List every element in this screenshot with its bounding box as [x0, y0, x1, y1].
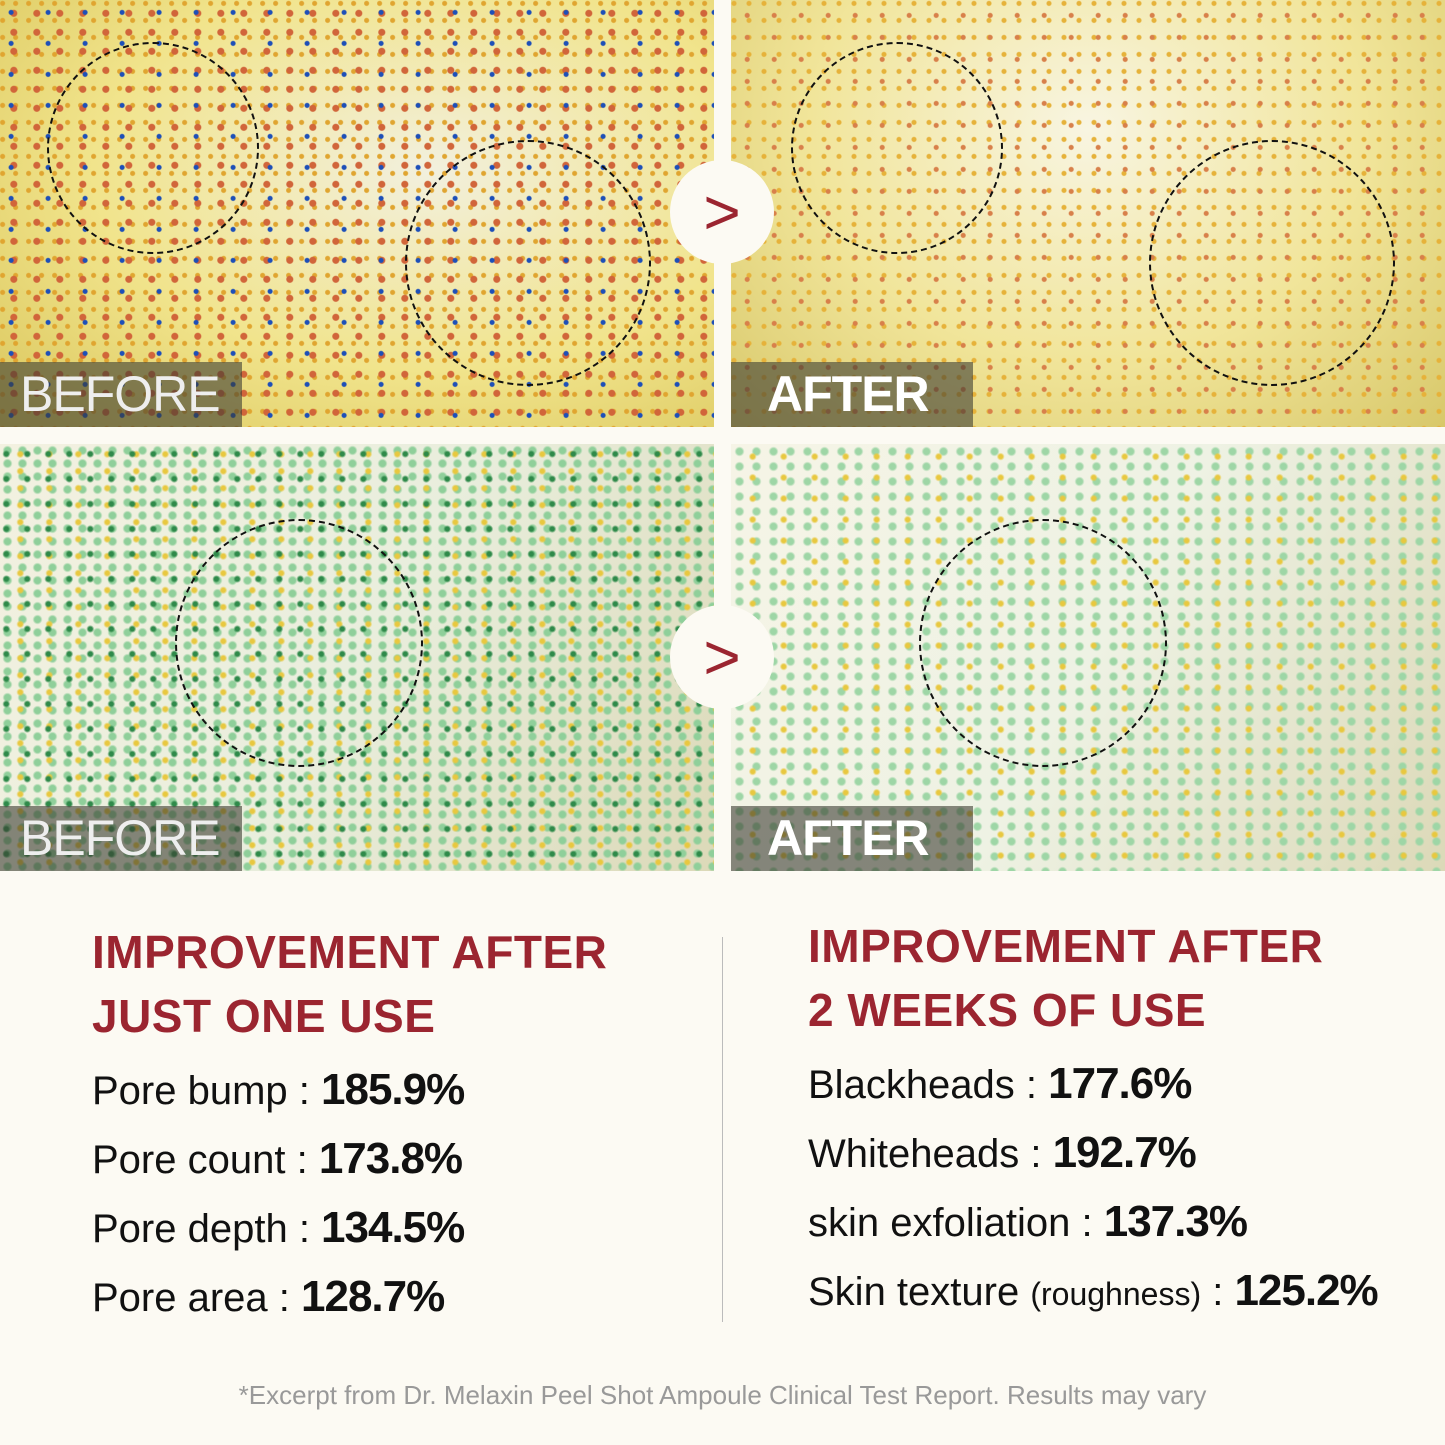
focus-circle	[919, 519, 1167, 767]
chevron-right-icon: >	[670, 160, 774, 264]
stat-label: Skin texture	[808, 1270, 1020, 1314]
focus-circle	[1149, 140, 1395, 386]
before-label: BEFORE	[0, 806, 242, 871]
stat-value: 185.9%	[321, 1065, 465, 1114]
before-image-pores: BEFORE	[0, 0, 714, 427]
stat-label: Pore area	[92, 1276, 268, 1320]
stat-row: Blackheads : 177.6%	[808, 1059, 1192, 1108]
stat-note: (roughness)	[1030, 1276, 1202, 1312]
after-label: AFTER	[731, 806, 973, 871]
stat-row: Pore count : 173.8%	[92, 1134, 463, 1183]
stat-label: Pore bump	[92, 1069, 288, 1113]
one-use-results: IMPROVEMENT AFTER JUST ONE USE Pore bump…	[92, 920, 607, 1332]
divider	[722, 937, 723, 1322]
stat-label: skin exfoliation	[808, 1201, 1071, 1245]
stat-row: Pore bump : 185.9%	[92, 1065, 465, 1114]
after-image-pores: AFTER	[731, 0, 1445, 427]
after-image-texture: AFTER	[731, 444, 1445, 871]
stat-row: Skin texture (roughness) : 125.2%	[808, 1266, 1379, 1315]
heading-line: IMPROVEMENT AFTER	[808, 920, 1324, 972]
stat-value: 192.7%	[1052, 1128, 1197, 1177]
focus-circle	[47, 42, 259, 254]
stat-value: 177.6%	[1048, 1059, 1192, 1108]
stat-row: Pore area : 128.7%	[92, 1272, 445, 1321]
stat-row: Pore depth : 134.5%	[92, 1203, 465, 1252]
two-week-results: IMPROVEMENT AFTER 2 WEEKS OF USE Blackhe…	[808, 914, 1379, 1328]
stat-row: Whiteheads : 192.7%	[808, 1128, 1197, 1177]
before-image-texture: BEFORE	[0, 444, 714, 871]
stat-value: 134.5%	[321, 1203, 465, 1252]
footnote: *Excerpt from Dr. Melaxin Peel Shot Ampo…	[238, 1380, 1207, 1410]
stat-label: Pore depth	[92, 1207, 288, 1251]
stat-label: Whiteheads	[808, 1132, 1020, 1176]
stat-row: skin exfoliation : 137.3%	[808, 1197, 1248, 1246]
stat-value: 125.2%	[1234, 1266, 1378, 1315]
stat-label: Pore count	[92, 1138, 286, 1182]
focus-circle	[175, 519, 423, 767]
stat-label: Blackheads	[808, 1063, 1015, 1107]
focus-circle	[405, 140, 651, 386]
focus-circle	[791, 42, 1003, 254]
heading-line: 2 WEEKS OF USE	[808, 984, 1207, 1036]
heading-line: JUST ONE USE	[92, 990, 436, 1042]
before-label: BEFORE	[0, 362, 242, 427]
stat-value: 173.8%	[318, 1134, 463, 1183]
after-label: AFTER	[731, 362, 973, 427]
heading-line: IMPROVEMENT AFTER	[92, 926, 608, 978]
stat-value: 137.3%	[1103, 1197, 1248, 1246]
chevron-right-icon: >	[670, 605, 774, 709]
stat-value: 128.7%	[301, 1272, 445, 1321]
